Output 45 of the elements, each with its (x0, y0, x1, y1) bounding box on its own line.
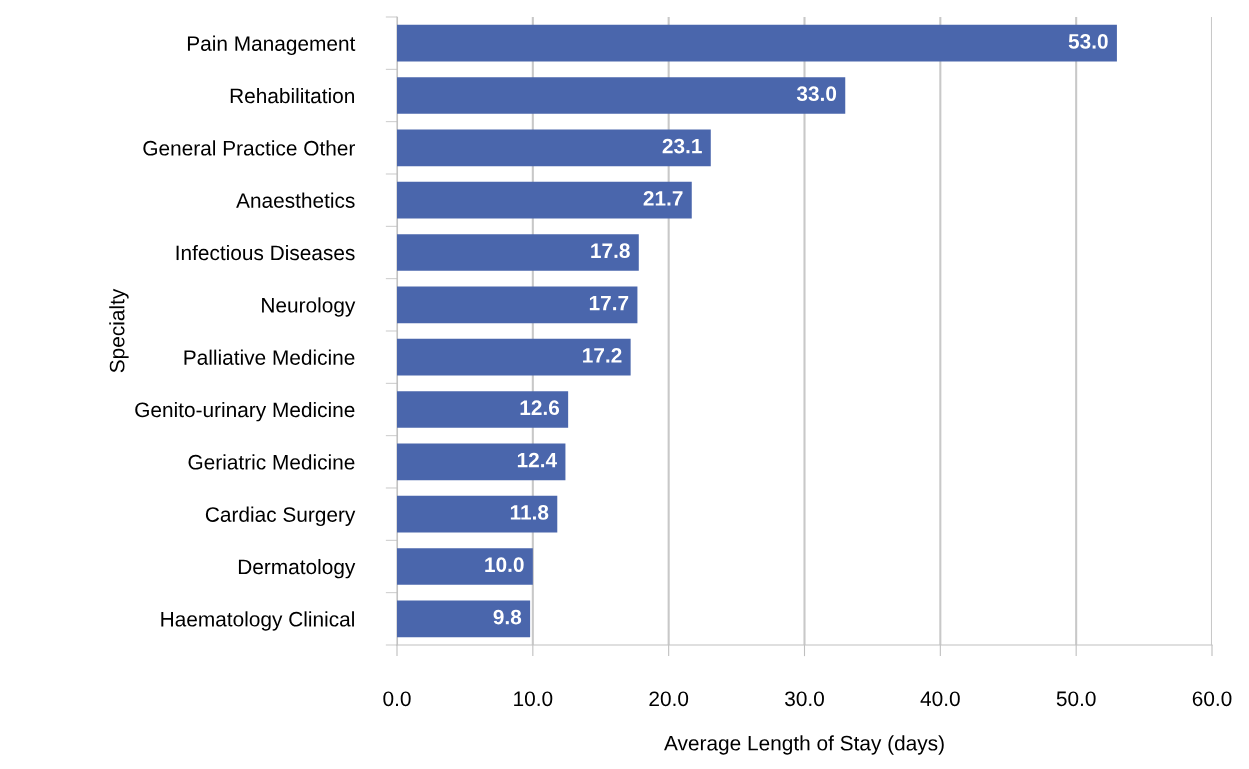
y-tick-label: Pain Management (187, 35, 356, 56)
bar (397, 286, 638, 324)
data-label: 17.7 (589, 295, 629, 311)
bar (397, 600, 531, 638)
y-tick-label: Cardiac Surgery (205, 506, 356, 527)
bar (397, 24, 1117, 62)
y-tick-label: Palliative Medicine (184, 349, 355, 365)
bar (397, 338, 631, 376)
y-axis-title: Specialty (109, 288, 129, 373)
data-label: 12.6 (520, 400, 560, 416)
data-label: 33.0 (796, 86, 837, 102)
data-label: 9.8 (493, 609, 522, 625)
data-label: 21.7 (643, 191, 683, 206)
x-tick-label: 0.0 (383, 691, 411, 707)
y-tick-label: Anaesthetics (236, 192, 355, 208)
x-tick-label: 60.0 (1192, 691, 1232, 707)
y-tick-label: Dermatology (238, 558, 356, 579)
x-tick-label: 40.0 (920, 691, 960, 707)
y-tick-label: Genito-urinary Medicine (135, 401, 355, 422)
y-tick-label: Rehabilitation (230, 87, 354, 104)
x-tick-label: 30.0 (785, 691, 824, 707)
y-tick-label: Infectious Diseases (176, 244, 355, 261)
x-tick-label: 20.0 (649, 691, 689, 707)
x-axis-title: Average Length of Stay (days) (664, 735, 944, 755)
y-tick-label: General Practice Other (143, 140, 355, 156)
data-label: 17.8 (591, 243, 630, 259)
data-label: 23.1 (662, 138, 702, 154)
data-label: 11.8 (510, 505, 549, 520)
data-label: 12.4 (517, 452, 557, 468)
bar (397, 495, 558, 533)
bar (397, 391, 569, 428)
y-tick-label: Geriatric Medicine (188, 454, 355, 470)
y-tick-label: Neurology (262, 297, 356, 317)
bar (397, 181, 692, 219)
data-label: 53.0 (1068, 34, 1108, 49)
bar (397, 443, 566, 481)
x-tick-label: 10.0 (514, 691, 553, 707)
bar (397, 548, 533, 585)
bar (397, 129, 711, 167)
y-tick-label: Haematology Clinical (161, 611, 354, 631)
data-label: 17.2 (583, 348, 622, 363)
bar (397, 234, 639, 271)
x-tick-label: 50.0 (1056, 691, 1096, 707)
data-label: 10.0 (485, 557, 524, 573)
bar (397, 77, 846, 114)
